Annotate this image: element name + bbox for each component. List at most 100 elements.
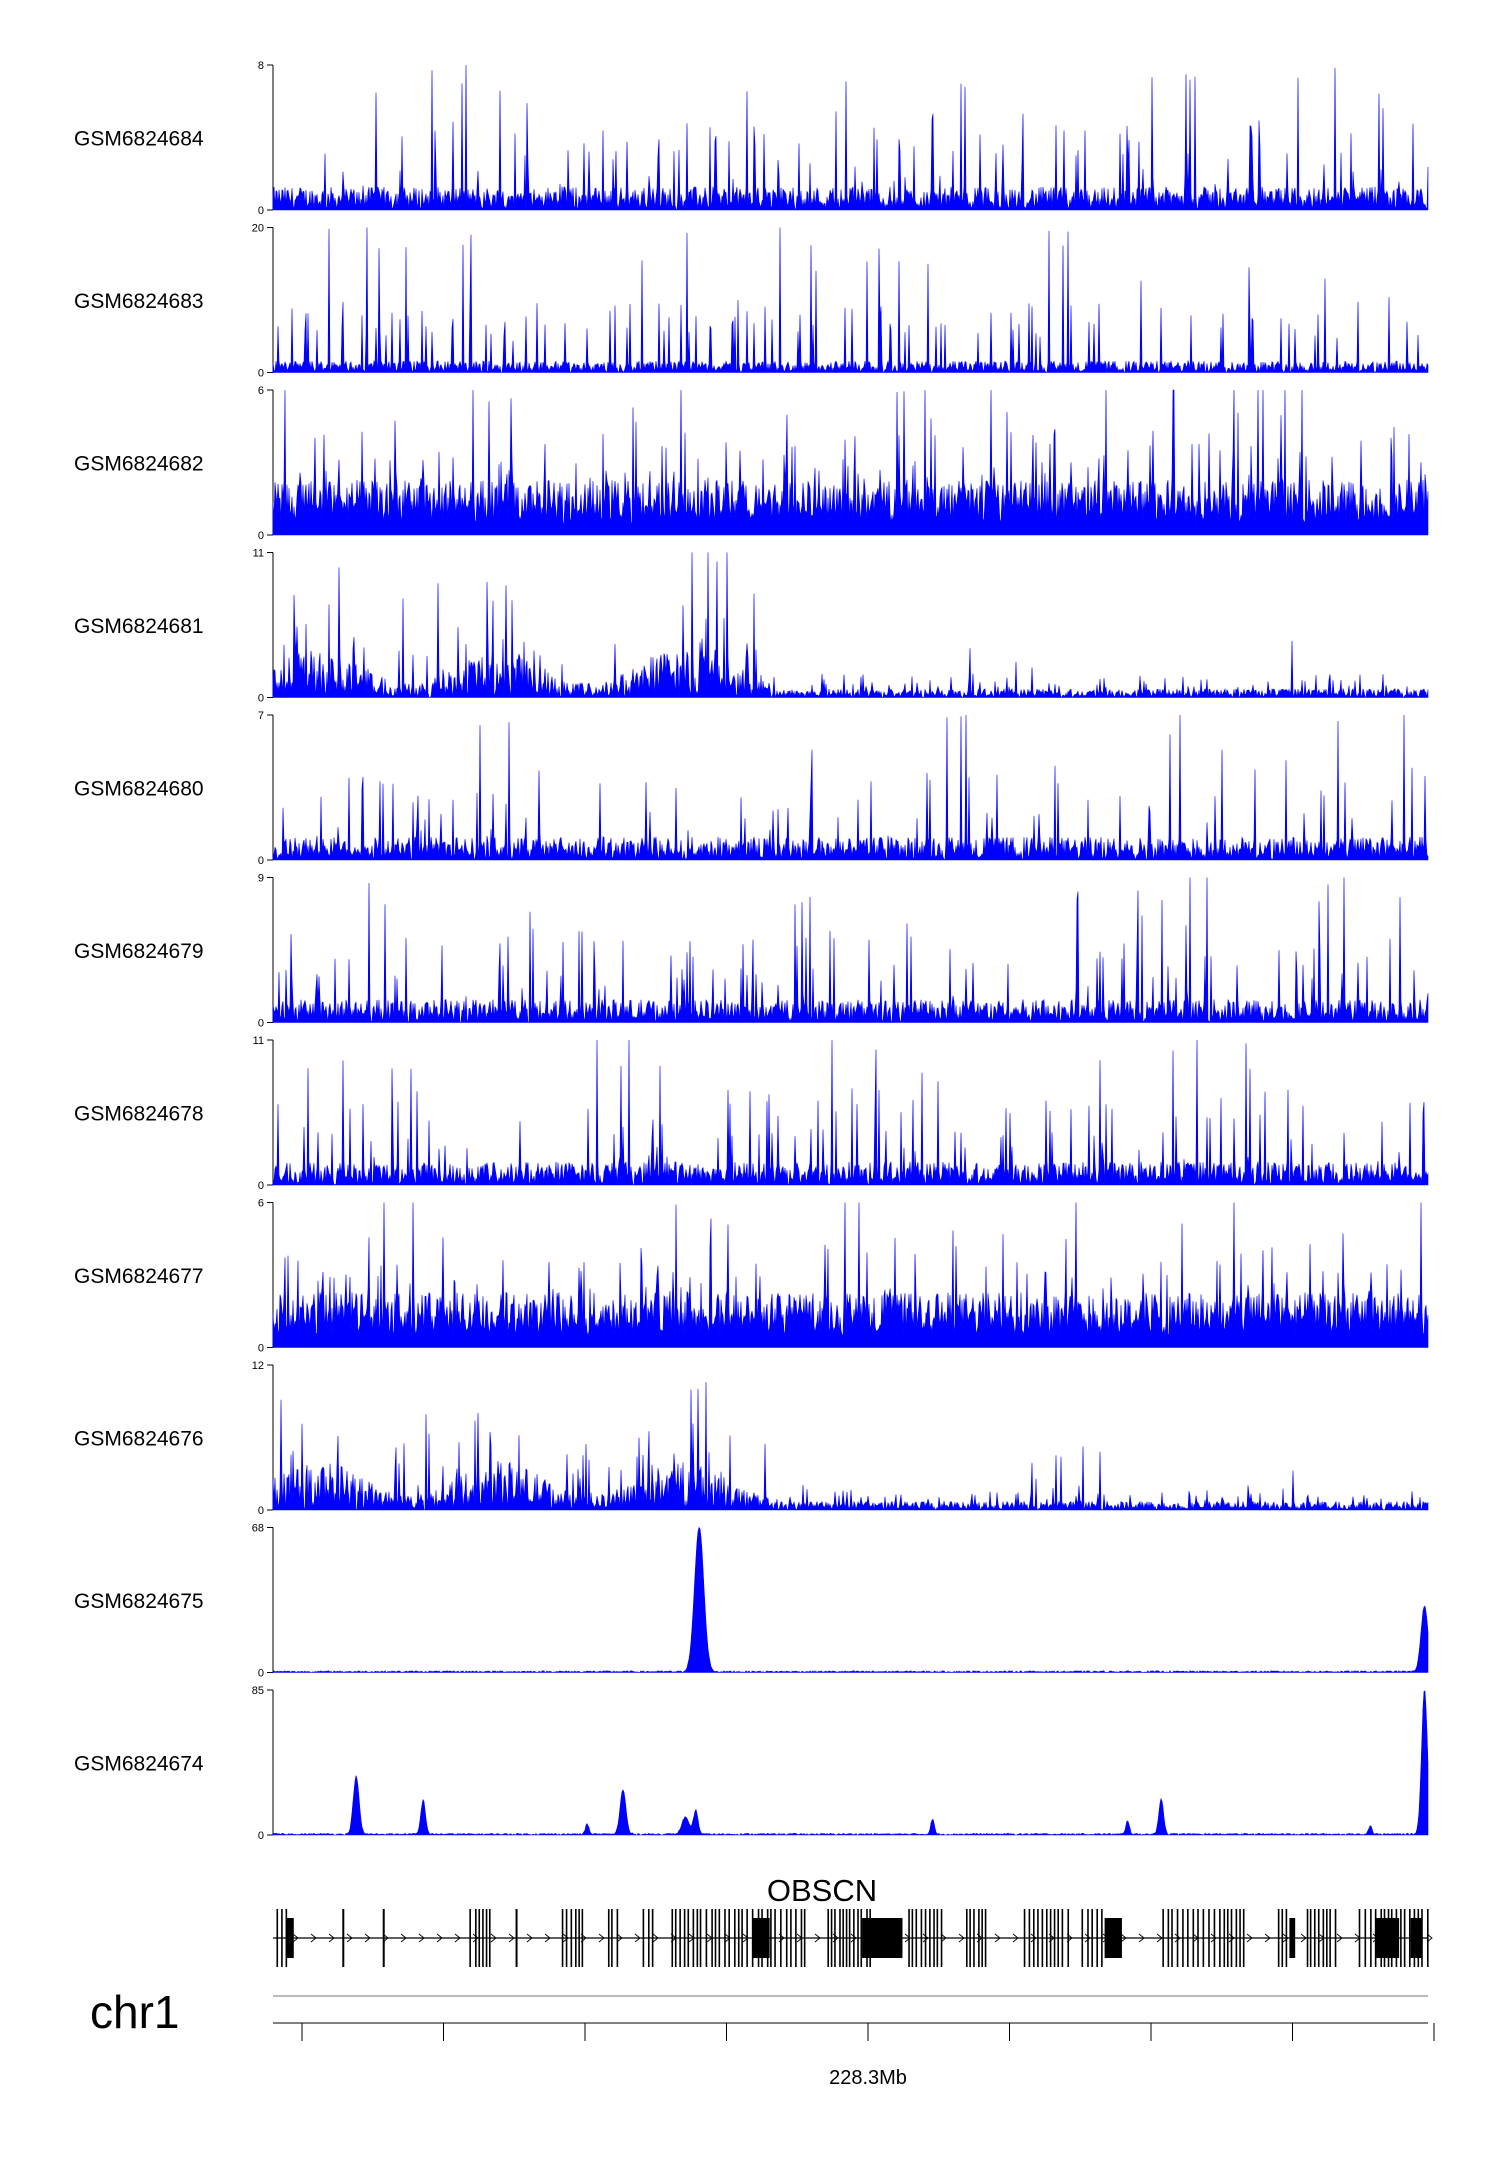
exon [699,1909,702,1967]
exon [1309,1909,1312,1967]
coverage-signal [272,1526,1429,1674]
track-label: GSM6824683 [74,290,204,313]
exon [1028,1909,1031,1967]
exon [281,1909,283,1967]
exon [1281,1909,1284,1967]
strand-arrow [490,1933,497,1943]
exon [839,1909,841,1967]
exon [1329,1909,1331,1967]
exon [1370,1909,1372,1967]
y-min-label: 0 [258,205,264,217]
exon [785,1909,788,1967]
exon [981,1909,983,1967]
track-GSM6824675: GSM6824675 68 0 [74,1523,1429,1680]
exon [842,1909,844,1967]
y-min-label: 0 [258,1343,264,1355]
exon [1162,1909,1164,1967]
strand-arrow [994,1933,1001,1943]
exon [933,1909,935,1967]
y-max-label: 7 [258,710,264,722]
exon [728,1909,730,1967]
exon [642,1909,645,1967]
exon [1334,1909,1337,1967]
exon [774,1909,776,1967]
exon [1037,1909,1039,1967]
strand-arrow [1228,1933,1235,1943]
track-label: GSM6824677 [74,1265,204,1288]
track-GSM6824678: GSM6824678 11 0 [74,1035,1429,1192]
exon [966,1909,968,1967]
coverage-signal [272,1202,1429,1348]
exon [478,1909,481,1967]
strand-arrow [1336,1933,1343,1943]
y-max-label: 85 [252,1685,264,1697]
exon [845,1909,848,1967]
exon [734,1909,736,1967]
strand-arrow [598,1933,605,1943]
exon [1087,1909,1089,1967]
strand-arrow [616,1933,623,1943]
track-label: GSM6824680 [74,778,204,801]
exon [651,1909,654,1967]
exon [795,1909,797,1967]
coverage-signal [272,1039,1429,1186]
exon [1400,1909,1402,1967]
exon [1176,1909,1179,1967]
strand-arrow [1174,1933,1181,1943]
exon [1306,1909,1309,1967]
exon [1219,1909,1221,1967]
exon [1192,1909,1195,1967]
track-GSM6824681: GSM6824681 11 0 [74,548,1429,705]
track-label: GSM6824678 [74,1103,204,1126]
strand-arrow [292,1933,299,1943]
exon [1326,1909,1328,1967]
strand-arrow [922,1933,929,1943]
track-label: GSM6824682 [74,453,204,476]
exon [790,1909,792,1967]
y-max-label: 8 [258,60,264,72]
exon [1235,1909,1238,1967]
y-max-label: 11 [253,1035,264,1047]
exon [857,1909,859,1967]
strand-arrow [1300,1933,1307,1943]
strand-arrow [1138,1933,1145,1943]
strand-arrow [310,1933,317,1943]
track-label: GSM6824675 [74,1590,204,1613]
y-min-label: 0 [258,1505,264,1517]
strand-arrow [508,1933,515,1943]
strand-arrow [544,1933,551,1943]
exon [679,1909,681,1967]
exon [1061,1909,1064,1967]
strand-arrow [346,1933,353,1943]
exon [1167,1909,1170,1967]
exon-block [1410,1918,1423,1958]
exon [1322,1909,1325,1967]
y-min-label: 0 [258,1668,264,1680]
strand-arrow [364,1933,371,1943]
exon [1313,1909,1316,1967]
chromosome-label: chr1 [90,1986,179,2038]
coverage-signal [272,389,1429,536]
exon-block [1104,1918,1122,1958]
exon [475,1909,477,1967]
track-label: GSM6824681 [74,615,204,638]
strand-arrow [472,1933,479,1943]
exon [973,1909,975,1967]
strand-arrow [1282,1933,1289,1943]
exon [1223,1909,1226,1967]
exon [711,1909,713,1967]
exon [1187,1909,1189,1967]
x-axis-tick-label: 228.3Mb [829,2067,907,2089]
y-min-label: 0 [258,1830,264,1842]
exon [687,1909,690,1967]
exon [1208,1909,1210,1967]
strand-arrow [1210,1933,1217,1943]
exon [1409,1909,1411,1967]
exon [276,1909,279,1967]
track-GSM6824676: GSM6824676 12 0 [74,1360,1429,1517]
exon [1242,1909,1245,1967]
exon [827,1909,829,1967]
exon [1171,1909,1173,1967]
strand-arrow [1012,1933,1019,1943]
exon [611,1909,613,1967]
